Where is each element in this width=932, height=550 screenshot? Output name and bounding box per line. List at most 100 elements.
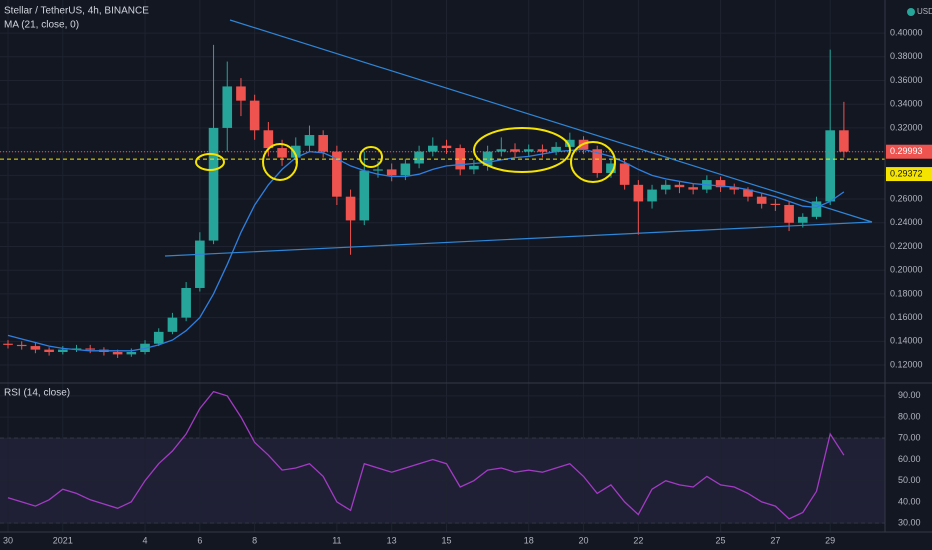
x-tick-label: 4 [143,535,148,545]
last-price-label: 0.29993 [890,146,923,156]
candle-body [619,163,630,185]
candle-body [729,187,740,190]
candle-body [318,135,328,152]
candle-body [400,163,411,176]
rsi-line [7,390,845,520]
y-tick-label: 0.40000 [890,27,923,37]
y-tick-label: 0.14000 [890,336,923,346]
candle-body [222,86,233,128]
x-tick-label: 8 [252,535,257,545]
indicator-label: MA (21, close, 0) [4,20,79,31]
candle-body [715,180,726,188]
candle-body [249,100,260,131]
candle-body [551,146,561,152]
trend-line [164,221,873,257]
candle-body [167,317,178,332]
candle-body [469,165,479,170]
rsi-label: RSI (14, close) [4,388,70,399]
candle-body [30,346,41,350]
highlight-ellipse [359,146,383,168]
candle-body [386,169,397,176]
candle-body [811,201,822,217]
candle-body [208,127,219,241]
candle-body [277,148,287,158]
candle-body [304,135,315,146]
y-tick-label: 0.12000 [890,359,923,369]
x-tick-label: 11 [332,535,341,545]
candle-body [510,149,520,152]
x-tick-label: 25 [716,535,726,545]
axis-labels: 30 2021 4 6 8 11 13 15 18 20 22 25 27 29 0.12000 0.1400… [3,27,932,545]
candle-body [441,145,452,149]
y-tick-label: 0.18000 [890,288,923,298]
candle-body [660,184,671,190]
candle-body [359,170,370,221]
x-tick-label: 27 [770,535,780,545]
y2-tick-label: 40.00 [898,496,921,506]
chart-title: Stellar / TetherUS, 4h, BINANCE [4,6,149,17]
candle-body [592,149,603,173]
alert-price-label: 0.29372 [890,168,923,178]
x-tick-label: 20 [579,535,589,545]
last-price-box [886,144,932,159]
plot-area [0,0,885,532]
candle-body [290,145,301,158]
y2-tick-label: 80.00 [898,411,921,421]
y-tick-label: 0.36000 [890,75,923,85]
y-tick-label: 0.20000 [890,265,923,275]
candle-body [606,163,616,173]
y2-tick-label: 70.00 [898,433,921,443]
candle-body [195,240,205,288]
candle-body [784,204,794,223]
candle-body [3,343,13,345]
y2-tick-label: 50.00 [898,475,921,485]
candle-body [647,189,657,202]
candle-body [373,169,383,171]
candle-body [236,86,246,101]
alert-price-box [886,167,932,182]
candle-body [85,348,96,350]
y-tick-label: 0.38000 [890,51,923,61]
candle-body [44,349,54,353]
ma-line [7,148,845,352]
x-tick-label: 6 [197,535,202,545]
candle-body [58,349,68,353]
x-tick-label: 15 [441,535,451,545]
y-tick-label: 0.26000 [890,193,923,203]
candle-body [181,287,191,318]
drawings [164,19,873,257]
y-tick-label: 0.32000 [890,122,923,132]
candle-body [825,130,835,202]
candle-body [263,130,274,149]
currency-icon [907,8,915,16]
x-tick-label: 13 [387,535,397,545]
highlight-ellipse [570,141,616,183]
x-tick-label: 2021 [53,535,73,545]
candle-body [565,139,575,147]
highlight-ellipse [262,143,298,181]
y-tick-label: 0.34000 [890,99,923,109]
x-tick-label: 29 [825,535,835,545]
candle-body [428,145,438,152]
candle-body [743,189,753,197]
candle-body [496,149,507,152]
y2-tick-label: 30.00 [898,517,921,527]
candle-body [414,151,424,164]
trend-line [229,19,873,223]
candle-body [112,352,123,355]
candle-body [523,149,534,152]
currency: USDT [917,7,932,16]
highlight-ellipse [195,153,225,171]
candle-body [537,149,548,152]
y2-tick-label: 90.00 [898,390,921,400]
y2-tick-label: 60.00 [898,454,921,464]
candle-body [345,196,356,221]
x-tick-label: 18 [524,535,534,545]
price-axis [885,0,932,550]
y-tick-label: 0.24000 [890,217,923,227]
candle-body [455,148,466,170]
highlight-ellipse [473,127,571,173]
candle-body [797,216,808,223]
candle-body [126,352,137,355]
